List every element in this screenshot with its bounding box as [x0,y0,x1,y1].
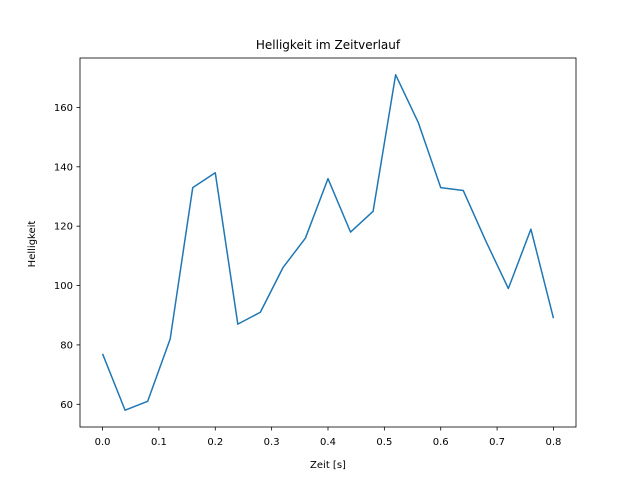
axes-layer: 0.0 0.1 0.2 0.3 0.4 0.5 0.6 0.7 0.8 60 80 100 120 140… [54,57,577,448]
x-axis-label: Zeit [s] [310,460,346,471]
x-tick-label: 0.3 [264,437,280,448]
x-tick-label: 0.6 [433,437,449,448]
x-tick-label: 0.2 [207,437,223,448]
y-tick-label: 160 [54,103,73,114]
chart-title: Helligkeit im Zeitverlauf [256,38,401,52]
y-tick-label: 140 [54,162,73,173]
x-tick-label: 0.4 [320,437,336,448]
y-tick-label: 60 [60,400,73,411]
plot-layer [101,74,555,411]
y-tick-label: 120 [54,222,73,233]
x-tick-label: 0.1 [151,437,167,448]
x-tick-label: 0.5 [376,437,392,448]
y-tick-label: 80 [60,340,73,351]
series-line-0 [101,74,555,411]
x-tick-label: 0.0 [95,437,111,448]
x-tick-label: 0.8 [546,437,562,448]
x-tick-label: 0.7 [489,437,505,448]
y-tick-label: 100 [54,281,73,292]
y-axis-label: Helligkeit [27,221,38,268]
